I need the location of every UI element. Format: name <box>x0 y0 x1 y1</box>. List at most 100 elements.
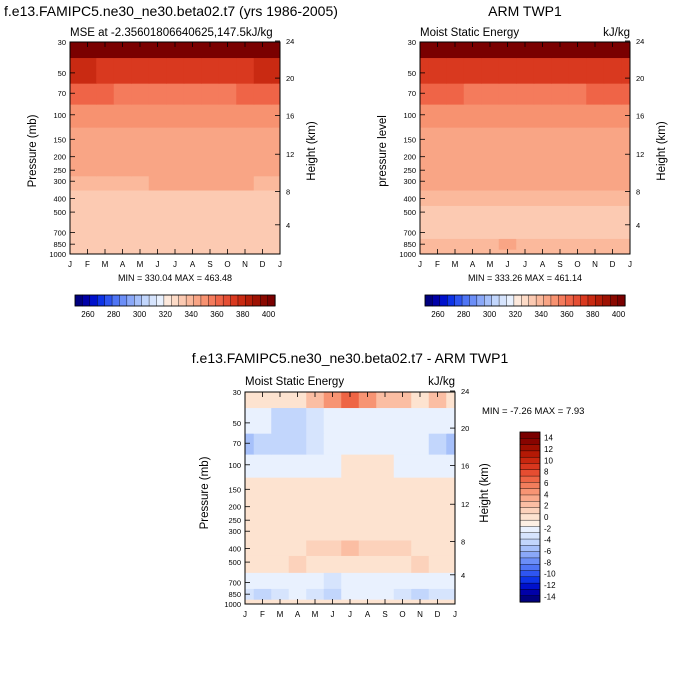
colorbar-label: 280 <box>457 310 471 319</box>
contour-cell <box>516 222 535 239</box>
contour-cell <box>358 539 377 556</box>
contour-cell <box>420 175 430 191</box>
x-tick-label: D <box>610 260 616 269</box>
y-tick-label: 150 <box>228 485 241 494</box>
contour-cell <box>271 525 290 541</box>
colorbar-swatch <box>519 538 541 546</box>
contour-cell <box>183 104 202 128</box>
contour-cell <box>358 525 377 541</box>
contour-cell <box>420 127 430 149</box>
contour-cell <box>586 189 605 206</box>
colorbar-swatch <box>519 488 541 496</box>
y-tick-label: 1000 <box>399 250 416 259</box>
contour-cell <box>376 572 395 589</box>
y-tick-label: 30 <box>58 38 66 47</box>
colorbar-swatch <box>171 294 180 307</box>
colorbar-label: -6 <box>544 547 552 556</box>
y-tick-label: 50 <box>408 69 416 78</box>
contour-cell <box>218 127 237 149</box>
contour-cell <box>481 189 500 206</box>
contour-cell <box>245 525 255 541</box>
colorbar-swatch <box>519 582 541 591</box>
colorbar-swatch <box>447 294 456 307</box>
contour-cell <box>253 83 272 105</box>
x-tick-label: J <box>453 610 457 619</box>
contour-cell <box>306 555 325 573</box>
contour-cell <box>533 104 552 128</box>
colorbar-swatch <box>267 294 276 307</box>
contour-cell <box>621 57 630 84</box>
contour-cell <box>323 498 342 515</box>
contour-cell <box>166 42 185 59</box>
contour-cell <box>463 42 482 59</box>
contour-cell <box>96 127 115 149</box>
contour-cell <box>253 175 272 191</box>
contour-fill <box>245 392 455 604</box>
colorbar-difference: 14 12 10 8 6 4 2 0 -2 -4 -6 -8 -10 -12 -14 <box>519 431 556 603</box>
colorbar-swatch <box>484 294 493 307</box>
colorbar-swatch <box>565 294 574 307</box>
contour-cell <box>428 539 447 556</box>
contour-cell <box>411 539 430 556</box>
contour-cell <box>586 104 605 128</box>
x-tick-label: F <box>435 260 440 269</box>
colorbar-label: 340 <box>184 310 198 319</box>
contour-cell <box>498 83 517 105</box>
contour-cell <box>498 175 517 191</box>
contour-cell <box>201 238 220 250</box>
y-tick-label: 200 <box>403 153 416 162</box>
colorbar-swatch <box>134 294 143 307</box>
contour-cell <box>446 127 465 149</box>
contour-cell <box>245 555 255 573</box>
contour-cell <box>428 57 447 84</box>
contour-cell <box>70 57 80 84</box>
contour-cell <box>253 407 272 434</box>
contour-cell <box>428 555 447 573</box>
colorbar-swatch <box>104 294 113 307</box>
contour-cell <box>341 555 360 573</box>
contour-cell <box>428 238 447 250</box>
colorbar-label: 400 <box>612 310 626 319</box>
colorbar-label: 280 <box>107 310 121 319</box>
contour-cell <box>533 127 552 149</box>
contour-cell <box>166 148 185 165</box>
contour-cell <box>113 238 132 250</box>
contour-cell <box>96 42 115 59</box>
contour-cell <box>481 42 500 59</box>
colorbar-observation: 260 280 300 320 340 360 380 400 <box>424 294 626 319</box>
contour-cell <box>376 477 395 499</box>
contour-cell <box>411 392 430 409</box>
contour-cell <box>411 407 430 434</box>
y-tick-label: 70 <box>58 89 66 98</box>
contour-cell <box>621 83 630 105</box>
contour-cell <box>393 539 412 556</box>
colorbar-swatch <box>535 294 545 307</box>
colorbar-swatch <box>519 438 541 446</box>
contour-cell <box>463 83 482 105</box>
colorbar-swatch <box>572 294 582 307</box>
colorbar-label: 360 <box>560 310 574 319</box>
contour-cell <box>551 222 570 239</box>
y-axis-right-label: Height (km) <box>479 463 491 523</box>
contour-cell <box>148 189 167 206</box>
contour-cell <box>70 104 80 128</box>
x-tick-label: S <box>207 260 212 269</box>
contour-cell <box>70 189 80 206</box>
contour-cell <box>166 238 185 250</box>
contour-cell <box>96 57 115 84</box>
contour-cell <box>253 205 272 223</box>
y-axis-right-label: Height (km) <box>306 121 318 181</box>
contour-cell <box>201 175 220 191</box>
y-right-tick-label: 12 <box>636 150 644 159</box>
contour-cell <box>393 392 412 409</box>
contour-cell <box>70 222 80 239</box>
contour-cell <box>96 175 115 191</box>
contour-cell <box>446 539 455 556</box>
contour-cell <box>218 222 237 239</box>
panel-title: ARM TWP1 <box>488 3 562 19</box>
colorbar-swatch <box>519 482 541 490</box>
contour-cell <box>446 163 465 177</box>
contour-cell <box>306 513 325 527</box>
